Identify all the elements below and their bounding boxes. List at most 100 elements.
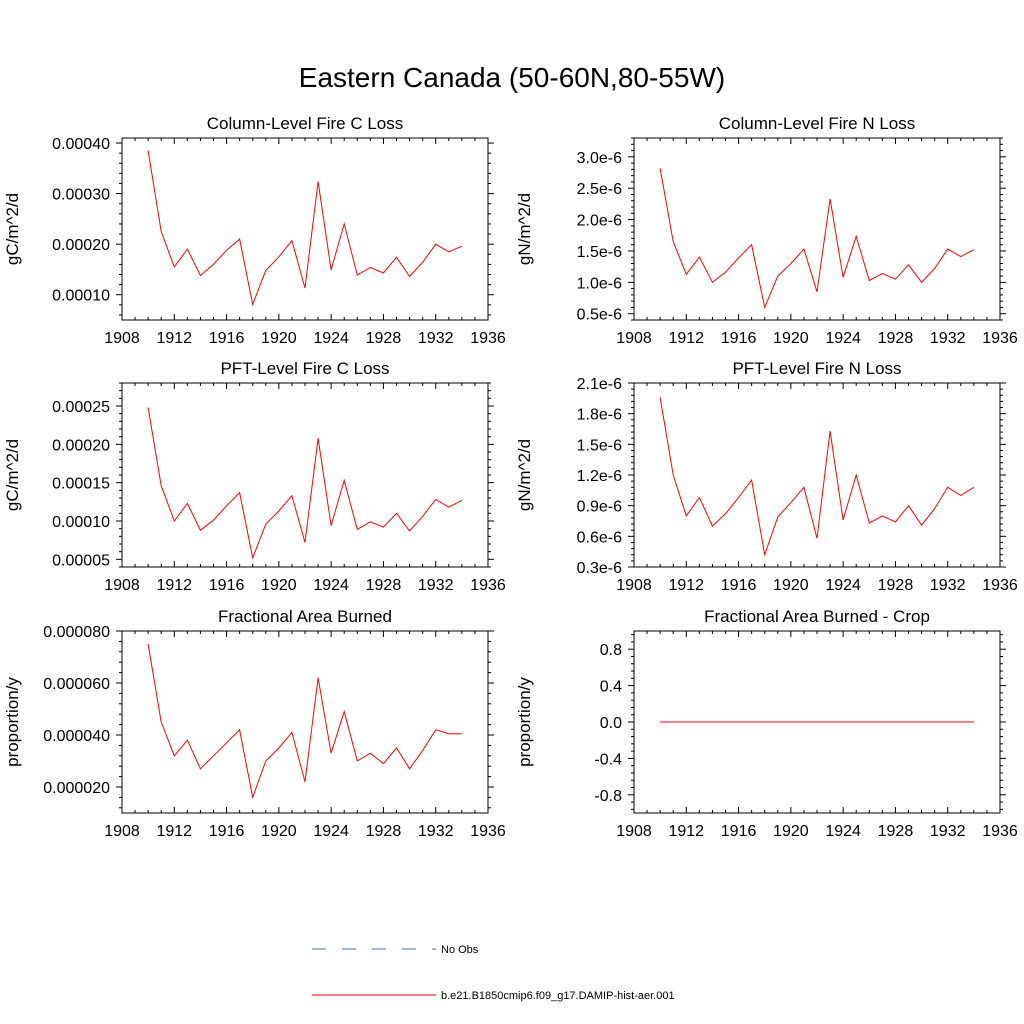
panel-title: Fractional Area Burned - Crop	[704, 607, 930, 626]
x-tick-label: 1916	[209, 330, 245, 347]
x-tick-label: 1932	[418, 577, 454, 594]
x-tick-label: 1912	[156, 823, 192, 840]
x-tick-label: 1920	[261, 330, 297, 347]
panel-title: PFT-Level Fire N Loss	[732, 359, 901, 378]
y-tick-label: 0.9e-6	[577, 499, 622, 516]
x-tick-label: 1936	[982, 577, 1018, 594]
x-tick-label: 1920	[773, 330, 809, 347]
x-tick-label: 1912	[156, 330, 192, 347]
x-tick-label: 1928	[878, 577, 914, 594]
panel-title: Fractional Area Burned	[218, 607, 392, 626]
x-tick-label: 1936	[470, 577, 506, 594]
x-tick-label: 1932	[418, 823, 454, 840]
x-tick-label: 1932	[930, 577, 966, 594]
y-tick-label: 0.00010	[52, 514, 110, 531]
x-tick-label: 1928	[366, 577, 402, 594]
x-tick-label: 1908	[616, 330, 652, 347]
y-axis-label: gN/m^2/d	[515, 193, 534, 265]
y-tick-label: -0.4	[594, 751, 622, 768]
chart-panel-6: Fractional Area Burned - Crop proportion/…	[515, 607, 1018, 840]
y-tick-label: 2.5e-6	[577, 181, 622, 198]
series-line	[147, 407, 463, 560]
x-tick-label: 1916	[721, 330, 757, 347]
x-tick-label: 1908	[104, 577, 140, 594]
y-tick-label: 2.1e-6	[577, 376, 622, 393]
x-tick-label: 1932	[930, 330, 966, 347]
x-tick-label: 1916	[721, 823, 757, 840]
x-tick-label: 1936	[982, 823, 1018, 840]
x-tick-label: 1912	[156, 577, 192, 594]
y-tick-label: 0.8	[600, 642, 622, 659]
y-tick-label: 0.00040	[52, 136, 110, 153]
x-tick-label: 1924	[825, 823, 861, 840]
x-tick-label: 1936	[982, 330, 1018, 347]
y-tick-label: 0.00020	[52, 237, 110, 254]
plot-frame	[121, 630, 489, 814]
chart-panel-5: Fractional Area Burned proportion/y 1908 19…	[3, 607, 506, 840]
y-tick-label: 1.5e-6	[577, 437, 622, 454]
x-tick-label: 1920	[773, 823, 809, 840]
chart-panel-1: Column-Level Fire C Loss gC/m^2/d 1908 1912…	[3, 114, 506, 347]
y-axis-label: gC/m^2/d	[3, 439, 22, 511]
y-tick-label: 0.000020	[43, 780, 110, 797]
series-line	[659, 168, 975, 310]
y-tick-label: 0.000040	[43, 728, 110, 745]
plot-frame	[633, 137, 1001, 321]
x-tick-label: 1920	[261, 577, 297, 594]
series-line	[147, 643, 462, 800]
x-tick-label: 1908	[616, 823, 652, 840]
panel-title: Column-Level Fire C Loss	[207, 114, 404, 133]
x-tick-label: 1936	[470, 823, 506, 840]
x-tick-label: 1924	[825, 577, 861, 594]
y-tick-label: 3.0e-6	[577, 150, 622, 167]
y-tick-label: 0.0	[600, 715, 622, 732]
y-axis-label: proportion/y	[515, 677, 534, 767]
y-tick-label: 0.3e-6	[577, 560, 622, 577]
x-tick-label: 1928	[366, 823, 402, 840]
x-tick-label: 1928	[878, 330, 914, 347]
chart-panel-3: PFT-Level Fire C Loss gC/m^2/d 1908 1912 191…	[3, 359, 506, 594]
x-tick-label: 1912	[668, 330, 704, 347]
series-line	[147, 150, 463, 307]
x-tick-label: 1928	[366, 330, 402, 347]
y-tick-label: -0.8	[594, 788, 622, 805]
x-tick-label: 1916	[209, 823, 245, 840]
chart-panel-2: Column-Level Fire N Loss gN/m^2/d 1908 1912…	[515, 114, 1018, 347]
y-axis-label: gC/m^2/d	[3, 193, 22, 265]
x-tick-label: 1924	[313, 330, 349, 347]
y-tick-label: 2.0e-6	[577, 213, 622, 230]
x-tick-label: 1916	[721, 577, 757, 594]
y-tick-label: 0.00015	[52, 476, 110, 493]
x-tick-label: 1920	[773, 577, 809, 594]
y-tick-label: 0.00005	[52, 552, 110, 569]
y-tick-label: 0.00010	[52, 288, 110, 305]
x-tick-label: 1916	[209, 577, 245, 594]
y-tick-label: 1.5e-6	[577, 244, 622, 261]
y-tick-label: 0.000060	[43, 676, 110, 693]
x-tick-label: 1924	[313, 577, 349, 594]
x-tick-label: 1908	[104, 823, 140, 840]
plot-frame	[121, 137, 489, 321]
plot-frame	[633, 382, 1001, 568]
y-tick-label: 0.00025	[52, 399, 110, 416]
chart-panel-4: PFT-Level Fire N Loss gN/m^2/d 1908 1912 191…	[515, 359, 1018, 594]
x-tick-label: 1908	[616, 577, 652, 594]
x-tick-label: 1936	[470, 330, 506, 347]
x-tick-label: 1932	[418, 330, 454, 347]
x-tick-label: 1924	[313, 823, 349, 840]
y-tick-label: 0.000080	[43, 624, 110, 641]
panel-title: PFT-Level Fire C Loss	[220, 359, 389, 378]
x-tick-label: 1928	[878, 823, 914, 840]
series-line	[659, 397, 975, 557]
y-tick-label: 0.4	[600, 679, 622, 696]
y-tick-label: 0.00030	[52, 187, 110, 204]
y-tick-label: 1.0e-6	[577, 275, 622, 292]
figure-title: Eastern Canada (50-60N,80-55W)	[298, 62, 726, 93]
x-tick-label: 1924	[825, 330, 861, 347]
panel-title: Column-Level Fire N Loss	[719, 114, 916, 133]
y-tick-label: 0.00020	[52, 437, 110, 454]
x-tick-label: 1908	[104, 330, 140, 347]
y-tick-label: 0.6e-6	[577, 529, 622, 546]
y-tick-label: 1.8e-6	[577, 407, 622, 424]
